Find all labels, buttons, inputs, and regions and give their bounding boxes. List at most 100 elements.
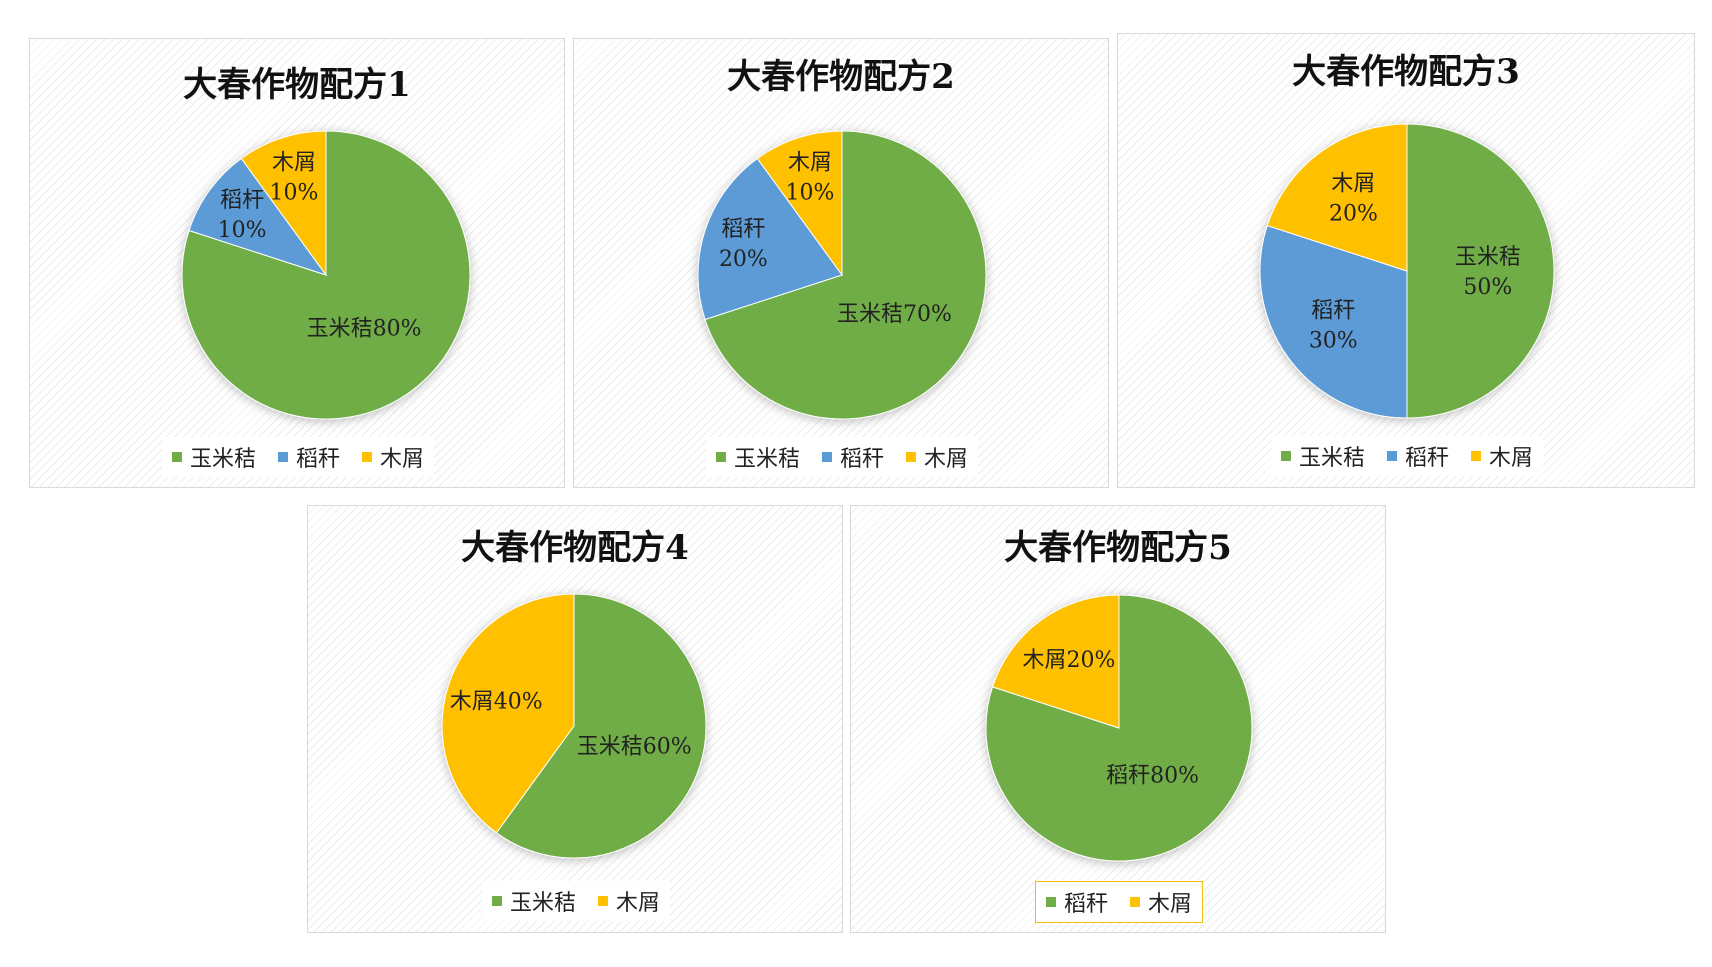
legend-item-木屑: 木屑 bbox=[598, 885, 660, 917]
pie-slice-木屑 bbox=[756, 130, 843, 277]
slice-label-line: 10% bbox=[786, 180, 835, 205]
legend-label: 稻秆 bbox=[295, 447, 341, 472]
slice-label-line: 木屑 bbox=[1331, 171, 1375, 196]
legend-swatch bbox=[362, 452, 373, 462]
chart-legend: 玉米秸 稻秆 木屑 bbox=[161, 437, 435, 477]
legend-item-玉米秸: 玉米秸 bbox=[171, 441, 256, 473]
slice-label-line: 50% bbox=[1463, 275, 1512, 300]
slice-label-稻秆: 稻秆80% bbox=[1106, 763, 1199, 788]
slice-label-line: 稻秆 bbox=[1311, 299, 1355, 324]
legend-item-木屑: 木屑 bbox=[1130, 886, 1192, 918]
pie-slice-木屑 bbox=[1266, 123, 1408, 272]
chart-panel-1: 大春作物配方1 玉米秸80% 稻杆 10% 木屑 10% 玉米秸 稻秆 木屑 bbox=[29, 38, 565, 488]
legend-item-稻秆: 稻秆 bbox=[277, 441, 341, 473]
slice-label-line: 稻秆 bbox=[721, 217, 765, 242]
legend-item-玉米秸: 玉米秸 bbox=[1280, 440, 1365, 472]
legend-swatch bbox=[1386, 451, 1397, 461]
legend-item-玉米秸: 玉米秸 bbox=[491, 885, 576, 917]
slice-label-line: 木屑 bbox=[788, 150, 832, 175]
pie-slice-稻秆 bbox=[188, 157, 328, 276]
legend-item-稻秆: 稻秆 bbox=[1045, 886, 1108, 918]
legend-swatch bbox=[715, 452, 726, 462]
chart-panel-5: 大春作物配方5 稻秆80% 木屑20% 稻秆 木屑 bbox=[850, 505, 1386, 933]
legend-label: 玉米秸 bbox=[509, 891, 576, 916]
slice-label-稻秆: 稻秆 20% bbox=[719, 217, 768, 272]
slice-label-木屑: 木屑20% bbox=[1023, 648, 1116, 673]
pie-chart: 玉米秸 50% 稻秆 30% 木屑 20% bbox=[1259, 123, 1555, 419]
legend-label: 稻秆 bbox=[1063, 892, 1108, 917]
slice-label-line: 10% bbox=[218, 218, 267, 243]
slice-label-line: 木屑20% bbox=[1023, 648, 1116, 673]
chart-panel-2: 大春作物配方2 玉米秸70% 稻秆 20% 木屑 10% 玉米秸 稻秆 木屑 bbox=[573, 38, 1109, 488]
legend-item-木屑: 木屑 bbox=[362, 441, 424, 473]
pie-chart: 玉米秸60% 木屑40% bbox=[441, 593, 707, 859]
chart-legend: 玉米秸 稻秆 木屑 bbox=[1270, 436, 1544, 476]
legend-label: 玉米秸 bbox=[189, 447, 256, 472]
slice-label-line: 木屑40% bbox=[450, 690, 543, 715]
legend-swatch bbox=[171, 452, 182, 462]
chart-panel-4: 大春作物配方4 玉米秸60% 木屑40% 玉米秸 木屑 bbox=[307, 505, 843, 933]
legend-label: 木屑 bbox=[616, 891, 661, 916]
chart-title: 大春作物配方3 bbox=[1292, 52, 1520, 92]
chart-panel-3: 大春作物配方3 玉米秸 50% 稻秆 30% 木屑 20% 玉米秸 稻秆 木屑 bbox=[1117, 33, 1695, 488]
pie-slice-木屑 bbox=[441, 593, 575, 834]
chart-title: 大春作物配方1 bbox=[183, 65, 411, 105]
slice-label-line: 20% bbox=[1329, 201, 1378, 226]
legend-label: 木屑 bbox=[924, 447, 969, 472]
legend-swatch bbox=[1130, 897, 1140, 907]
chart-title: 大春作物配方4 bbox=[461, 528, 689, 568]
legend-swatch bbox=[1471, 451, 1482, 461]
slice-label-line: 木屑 bbox=[272, 150, 316, 175]
slice-label-line: 10% bbox=[270, 180, 319, 205]
legend-item-木屑: 木屑 bbox=[1471, 440, 1533, 472]
pie-slice-稻秆 bbox=[697, 157, 843, 321]
legend-label: 木屑 bbox=[380, 447, 425, 472]
legend-item-稻秆: 稻秆 bbox=[821, 441, 885, 473]
legend-label: 玉米秸 bbox=[733, 447, 800, 472]
chart-legend: 稻秆 木屑 bbox=[1034, 881, 1204, 923]
legend-swatch bbox=[821, 452, 832, 462]
chart-title: 大春作物配方2 bbox=[727, 57, 955, 97]
slice-label-玉米秸: 玉米秸 50% bbox=[1455, 245, 1521, 300]
legend-label: 木屑 bbox=[1148, 892, 1193, 917]
slice-label-玉米秸: 玉米秸70% bbox=[837, 302, 952, 327]
pie-slice-玉米秸 bbox=[1406, 123, 1555, 419]
slice-label-line: 玉米秸60% bbox=[577, 735, 692, 760]
pie-slice-木屑 bbox=[991, 594, 1120, 729]
legend-swatch bbox=[906, 452, 917, 462]
chart-legend: 玉米秸 木屑 bbox=[481, 881, 671, 921]
legend-swatch bbox=[598, 896, 608, 906]
pie-slice-玉米秸 bbox=[495, 593, 707, 859]
slice-label-玉米秸: 玉米秸60% bbox=[577, 735, 692, 760]
chart-title: 大春作物配方5 bbox=[1004, 528, 1232, 568]
pie-chart: 稻秆80% 木屑20% bbox=[985, 594, 1253, 862]
slice-label-稻秆: 稻秆 30% bbox=[1309, 299, 1358, 354]
slice-label-木屑: 木屑 10% bbox=[270, 150, 319, 205]
slice-label-木屑: 木屑 10% bbox=[786, 150, 835, 205]
slice-label-line: 30% bbox=[1309, 329, 1358, 354]
slice-label-玉米秸: 玉米秸80% bbox=[307, 316, 422, 341]
legend-swatch bbox=[1045, 897, 1056, 907]
pie-chart: 玉米秸70% 稻秆 20% 木屑 10% bbox=[697, 130, 987, 420]
legend-swatch bbox=[491, 896, 502, 906]
legend-swatch bbox=[1280, 451, 1291, 461]
slice-label-稻秆: 稻杆 10% bbox=[218, 188, 267, 243]
pie-slice-木屑 bbox=[240, 130, 327, 277]
legend-swatch bbox=[277, 452, 288, 462]
slice-label-line: 20% bbox=[719, 247, 768, 272]
legend-item-木屑: 木屑 bbox=[906, 441, 968, 473]
legend-label: 稻秆 bbox=[1404, 446, 1450, 471]
chart-legend: 玉米秸 稻秆 木屑 bbox=[705, 437, 979, 477]
slice-label-line: 稻杆 bbox=[220, 188, 264, 213]
legend-item-稻秆: 稻秆 bbox=[1386, 440, 1450, 472]
slice-label-木屑: 木屑 20% bbox=[1329, 171, 1378, 226]
pie-slice-玉米秸 bbox=[704, 130, 987, 420]
pie-chart: 玉米秸80%稻杆 10%木屑 10% bbox=[181, 130, 471, 420]
slice-label-木屑: 木屑40% bbox=[450, 690, 543, 715]
slice-label-line: 玉米秸 bbox=[1455, 245, 1521, 270]
legend-label: 稻秆 bbox=[839, 447, 885, 472]
legend-item-玉米秸: 玉米秸 bbox=[715, 441, 800, 473]
slice-label-line: 玉米秸70% bbox=[837, 302, 952, 327]
slice-label-line: 玉米秸80% bbox=[307, 316, 422, 341]
slice-label-line: 稻秆80% bbox=[1106, 763, 1199, 788]
